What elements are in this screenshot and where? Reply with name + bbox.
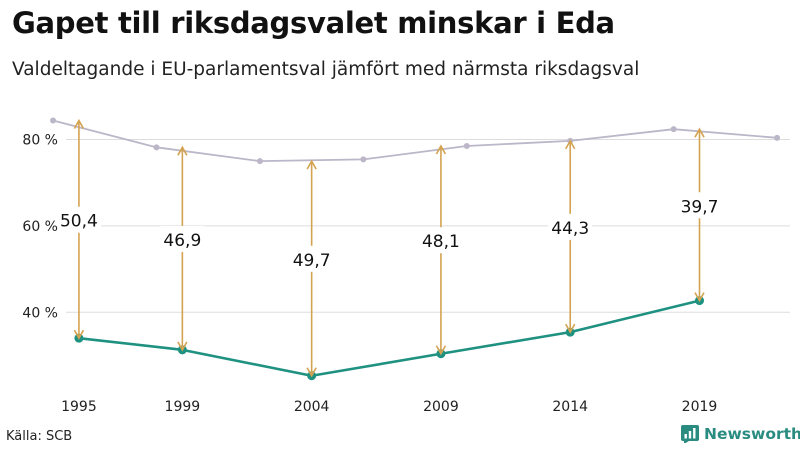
gap-label-bg [418, 227, 463, 254]
gap-label: 44,3 [551, 219, 589, 239]
gap-label-bg [160, 225, 205, 252]
chart-subtitle: Valdeltagande i EU-parlamentsval jämfört… [12, 59, 640, 80]
data-point-riksdag [50, 117, 57, 124]
chart-title: Gapet till riksdagsvalet minskar i Eda [12, 6, 615, 40]
data-point-riksdag [256, 158, 263, 165]
gap-label-bg [548, 213, 593, 240]
gap-arrow-head-bottom [694, 292, 705, 303]
x-tick-label: 1995 [61, 399, 97, 415]
gap-arrow-head-bottom [177, 341, 188, 352]
gap-label: 46,9 [163, 231, 201, 251]
y-tick-label: 60 % [22, 219, 58, 235]
data-point-riksdag [774, 134, 781, 141]
series-lines [50, 117, 781, 381]
gap-label-bg [56, 206, 101, 233]
series-line-eu [78, 299, 700, 378]
gap-arrow-head-top [565, 139, 576, 150]
newsworthy-icon [681, 425, 699, 443]
data-point-riksdag [463, 143, 470, 150]
brand-name: Newsworthy [704, 425, 800, 443]
gap-label-bg [289, 245, 334, 272]
x-tick-label: 1999 [165, 399, 201, 415]
gap-arrow-head-top [177, 145, 188, 156]
data-point-riksdag [670, 126, 677, 133]
x-tick-label: 2014 [552, 399, 588, 415]
gap-label: 39,7 [681, 197, 719, 217]
gap-label: 49,7 [293, 251, 331, 271]
axis-labels: 40 % 60 % 80 % 1995 1999 2004 2009 2014 2019 [22, 133, 717, 415]
y-tick-label: 80 % [22, 133, 58, 149]
source-note: Källa: SCB [6, 429, 73, 444]
gap-arrows: 50,4 46,9 49,7 48,1 44,3 39,7 [56, 118, 722, 378]
series-line-riksdag [52, 119, 778, 163]
gap-arrow-head-top [73, 118, 85, 129]
gap-arrow-head-bottom [435, 345, 447, 356]
brand-logo[interactable]: Newsworthy [681, 425, 800, 443]
gap-label: 48,1 [422, 232, 460, 252]
gap-arrow-head-top [694, 127, 705, 138]
x-tick-label: 2019 [682, 399, 718, 415]
grid-lines [66, 139, 790, 313]
gap-label: 50,4 [60, 212, 98, 232]
gap-label-bg [677, 192, 722, 219]
gap-arrow-head-bottom [306, 367, 317, 378]
gap-arrow-head-top [306, 159, 317, 170]
data-point-riksdag [153, 144, 160, 151]
gap-arrow-head-bottom [73, 329, 85, 340]
y-tick-label: 40 % [22, 305, 58, 321]
x-tick-label: 2004 [294, 399, 330, 415]
gap-arrow-head-top [435, 144, 447, 155]
x-tick-label: 2009 [423, 399, 459, 415]
data-point-riksdag [360, 156, 367, 163]
gap-arrow-head-bottom [565, 323, 576, 334]
